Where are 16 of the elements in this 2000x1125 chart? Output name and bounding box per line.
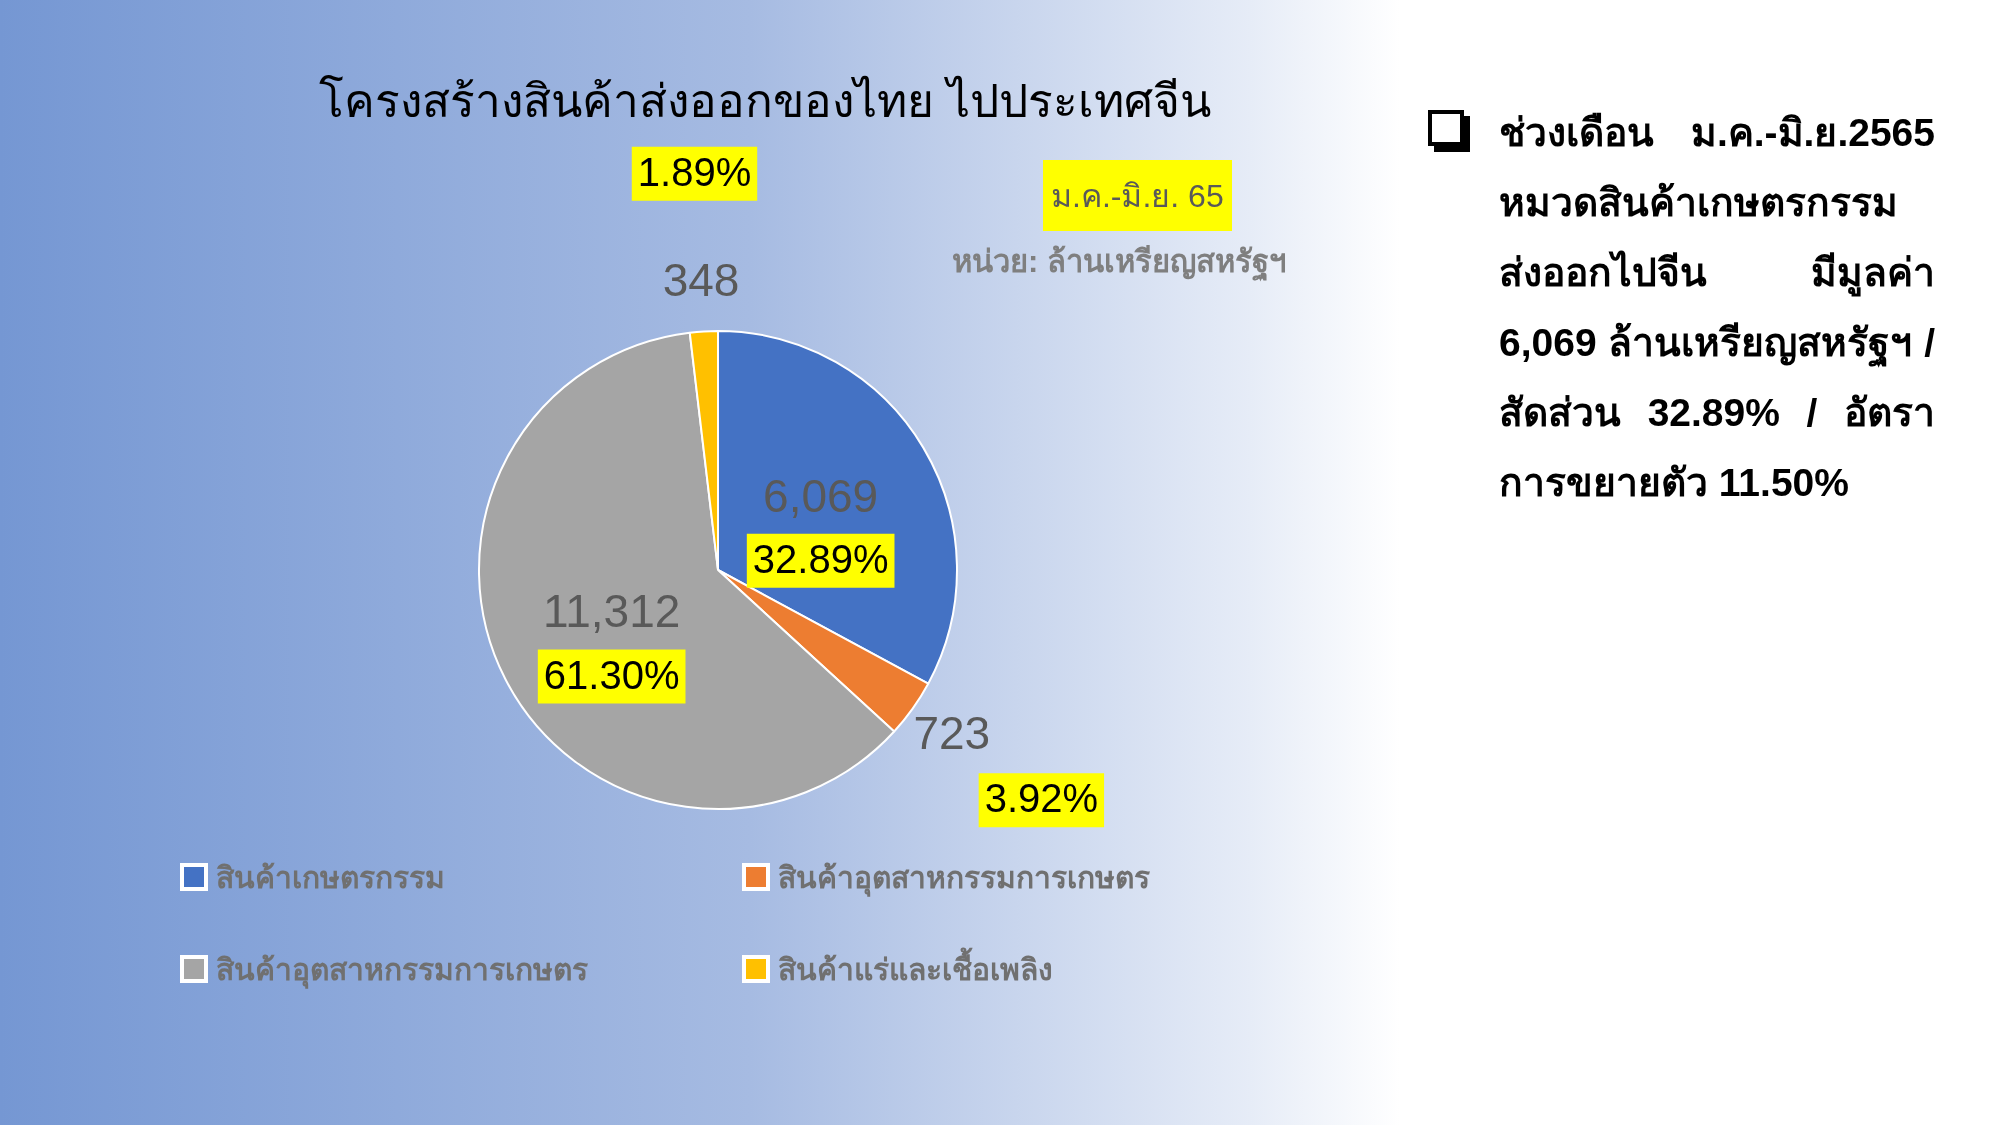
legend-label: สินค้าอุตสาหกรรมการเกษตร	[216, 951, 588, 991]
text: หน่วย: ล้านเหรียญสหรัฐฯ	[952, 243, 1286, 283]
legend-label: สินค้าอุตสาหกรรมการเกษตร	[778, 859, 1150, 899]
legend-label: สินค้าแร่และเชื้อเพลิง	[778, 946, 1053, 988]
chart-title: โครงสร้างสินค้าส่งออกของไทย ไปประเทศจีน	[319, 75, 1211, 127]
text: 3.92%	[984, 776, 1099, 821]
data-label: 723	[913, 707, 991, 760]
text: ช่วงเดือน ม.ค.-มิ.ย.2565 หมวดสินค้าเกษตรกรรม ส่งออกไปจีน มีมูลค่า 6,069 ล้านเหรียญสหรัฐฯ /สัดส่วน 32.89% / อัตราการขยายตัว 11.50%	[1499, 110, 1935, 506]
data-label: 11,312	[543, 585, 681, 638]
legend-label: สินค้าเกษตรกรรม	[216, 859, 445, 896]
text: 1.89%	[637, 149, 752, 194]
text: 32.89%	[752, 536, 889, 581]
data-label: 6,069	[763, 469, 879, 522]
chart-subtitle: ม.ค.-มิ.ย. 65	[1043, 160, 1232, 231]
data-label: 348	[662, 254, 740, 307]
text: 61.30%	[543, 652, 680, 697]
